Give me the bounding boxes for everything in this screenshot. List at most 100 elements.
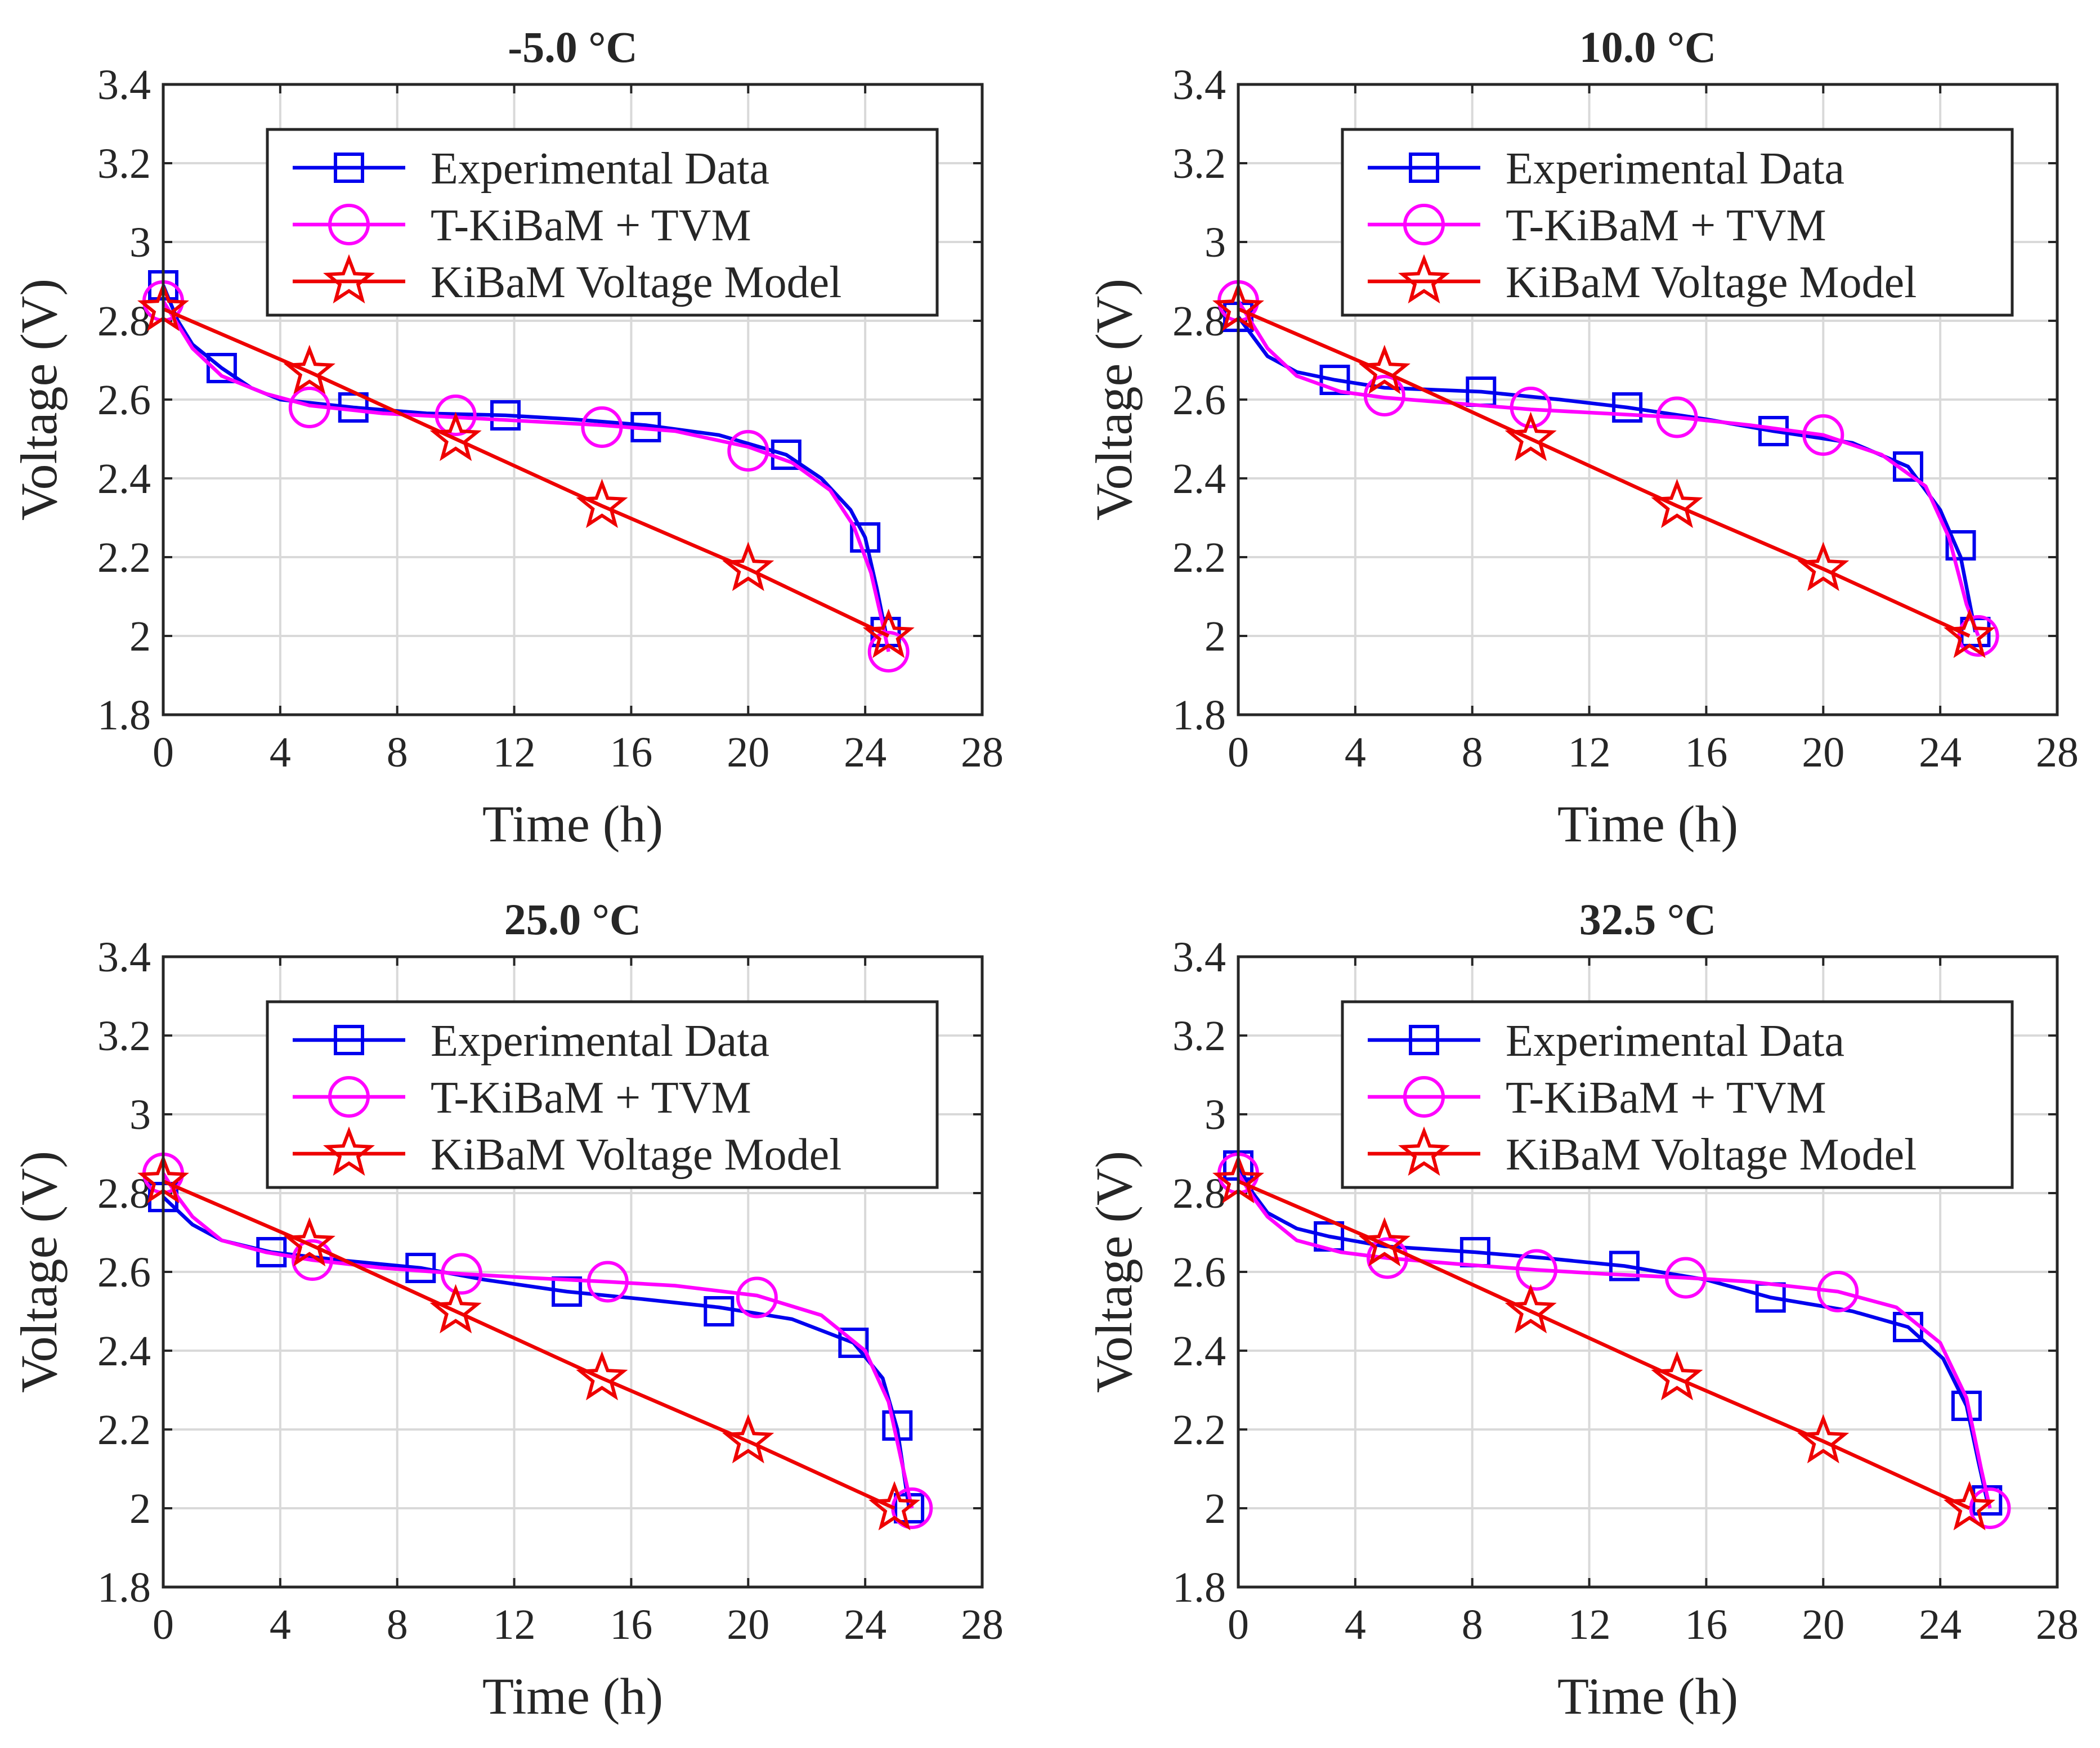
y-axis-label: Voltage (V)	[1085, 1151, 1143, 1393]
axes-box	[162, 83, 984, 716]
x-tick-label: 0	[1228, 729, 1249, 776]
data-point-square	[552, 1276, 583, 1307]
data-point-star	[429, 411, 482, 461]
series-line-star	[1237, 307, 1971, 638]
data-point-circle	[736, 1276, 778, 1319]
data-point-circle	[292, 1239, 334, 1281]
legend-marker-circle	[1403, 204, 1445, 245]
x-tick-label: 28	[961, 729, 1004, 776]
y-tick-label: 3.2	[97, 1012, 151, 1060]
legend-entry: KiBaM Voltage Model	[1506, 1130, 1917, 1180]
y-tick-label: 2.8	[97, 1170, 151, 1217]
data-point-square	[1972, 1485, 2003, 1516]
y-tick-label: 2.8	[1172, 1170, 1226, 1217]
series-line-square	[161, 284, 888, 633]
chart-title: 25.0 °C	[504, 895, 642, 944]
x-tick-label: 24	[1919, 729, 1962, 776]
y-tick-label: 1.8	[1172, 1564, 1226, 1611]
y-tick-label: 2	[1205, 613, 1226, 660]
x-axis-label: Time (h)	[1557, 795, 1738, 853]
data-point-square	[704, 1296, 735, 1326]
x-tick-label: 28	[2036, 729, 2079, 776]
legend-marker-star	[1398, 254, 1450, 304]
legend-marker-square	[334, 153, 364, 183]
y-tick-label: 3.4	[97, 61, 151, 109]
data-point-square	[405, 1253, 436, 1283]
x-tick-label: 4	[1345, 1601, 1366, 1648]
y-tick-label: 3.2	[1172, 140, 1226, 187]
legend-marker-star	[323, 1126, 375, 1176]
y-tick-label: 2.8	[1172, 298, 1226, 345]
x-tick-label: 20	[727, 729, 769, 776]
series-line-circle	[162, 1172, 914, 1509]
y-tick-label: 2.4	[97, 455, 151, 503]
y-tick-label: 1.8	[97, 692, 151, 739]
x-tick-label: 20	[1802, 1601, 1844, 1648]
data-point-square	[1609, 1251, 1640, 1281]
y-tick-label: 3	[1205, 219, 1226, 266]
x-tick-label: 4	[270, 1601, 291, 1648]
y-tick-label: 3.2	[1172, 1012, 1226, 1060]
y-tick-label: 2.6	[1172, 1249, 1226, 1296]
x-tick-label: 16	[610, 1601, 652, 1648]
legend-entry: Experimental Data	[431, 144, 769, 194]
legend-entry: KiBaM Voltage Model	[1506, 258, 1917, 307]
data-point-square	[1223, 302, 1253, 332]
legend-box	[266, 128, 939, 317]
series-line-circle	[162, 300, 890, 652]
data-point-circle	[1516, 1249, 1558, 1291]
y-axis-label: Voltage (V)	[1085, 279, 1143, 521]
data-point-circle	[586, 1261, 629, 1303]
x-tick-label: 8	[387, 1601, 408, 1648]
data-point-circle	[441, 1253, 483, 1295]
legend-entry: Experimental Data	[1506, 144, 1844, 194]
data-point-star	[1358, 1217, 1411, 1267]
x-tick-label: 20	[1802, 729, 1844, 776]
chart-panel-4: 0 4 8 12 16 20 24 28 1.8 2 2.2 2.4 2.6 2.8 3 3.2 3.4 Expe…	[1085, 895, 2079, 1725]
data-point-square	[850, 522, 881, 553]
legend: Experimental Data T-KiBaM + TVM KiBaM Volt…	[1341, 1000, 2014, 1189]
legend-box	[1341, 1000, 2014, 1189]
chart-title: 10.0 °C	[1579, 23, 1717, 71]
data-point-star	[1797, 1414, 1850, 1464]
x-tick-label: 0	[153, 1601, 174, 1648]
x-tick-label: 0	[153, 729, 174, 776]
y-tick-label: 2.2	[1172, 534, 1226, 581]
x-tick-label: 24	[1919, 1601, 1962, 1648]
x-tick-label: 12	[1568, 729, 1611, 776]
x-tick-label: 0	[1228, 1601, 1249, 1648]
legend-marker-square	[334, 1025, 364, 1055]
y-tick-label: 2.6	[1172, 377, 1226, 424]
data-point-square	[1945, 530, 1976, 561]
series-line-square	[1237, 1164, 1989, 1501]
y-tick-label: 2.6	[97, 1249, 151, 1296]
legend-entry: Experimental Data	[1506, 1016, 1844, 1066]
data-point-star	[1944, 608, 1996, 658]
data-point-square	[1892, 451, 1923, 482]
legend-box	[1341, 128, 2014, 317]
y-tick-label: 1.8	[1172, 692, 1226, 739]
x-tick-label: 28	[2036, 1601, 2079, 1648]
x-tick-label: 8	[387, 729, 408, 776]
series-line-star	[1237, 1180, 1971, 1510]
chart-title: -5.0 °C	[508, 23, 638, 71]
x-tick-label: 12	[493, 1601, 536, 1648]
x-tick-label: 4	[270, 729, 291, 776]
y-tick-label: 2.2	[1172, 1406, 1226, 1454]
data-point-circle	[1656, 396, 1698, 438]
data-point-square	[1612, 392, 1643, 423]
y-axis-label: Voltage (V)	[10, 1151, 68, 1393]
x-axis-label: Time (h)	[1557, 1668, 1738, 1725]
data-point-star	[576, 1351, 628, 1401]
legend: Experimental Data T-KiBaM + TVM KiBaM Volt…	[266, 128, 939, 317]
data-point-circle	[1802, 414, 1844, 456]
x-tick-label: 24	[844, 1601, 886, 1648]
data-point-circle	[727, 430, 769, 472]
legend-entry: T-KiBaM + TVM	[1506, 201, 1826, 250]
x-tick-label: 16	[610, 729, 652, 776]
y-tick-label: 2.2	[97, 1406, 151, 1454]
data-point-star	[283, 1217, 335, 1267]
y-tick-label: 2.4	[1172, 1328, 1226, 1375]
legend-marker-star	[323, 254, 375, 304]
y-tick-label: 2	[1205, 1485, 1226, 1532]
